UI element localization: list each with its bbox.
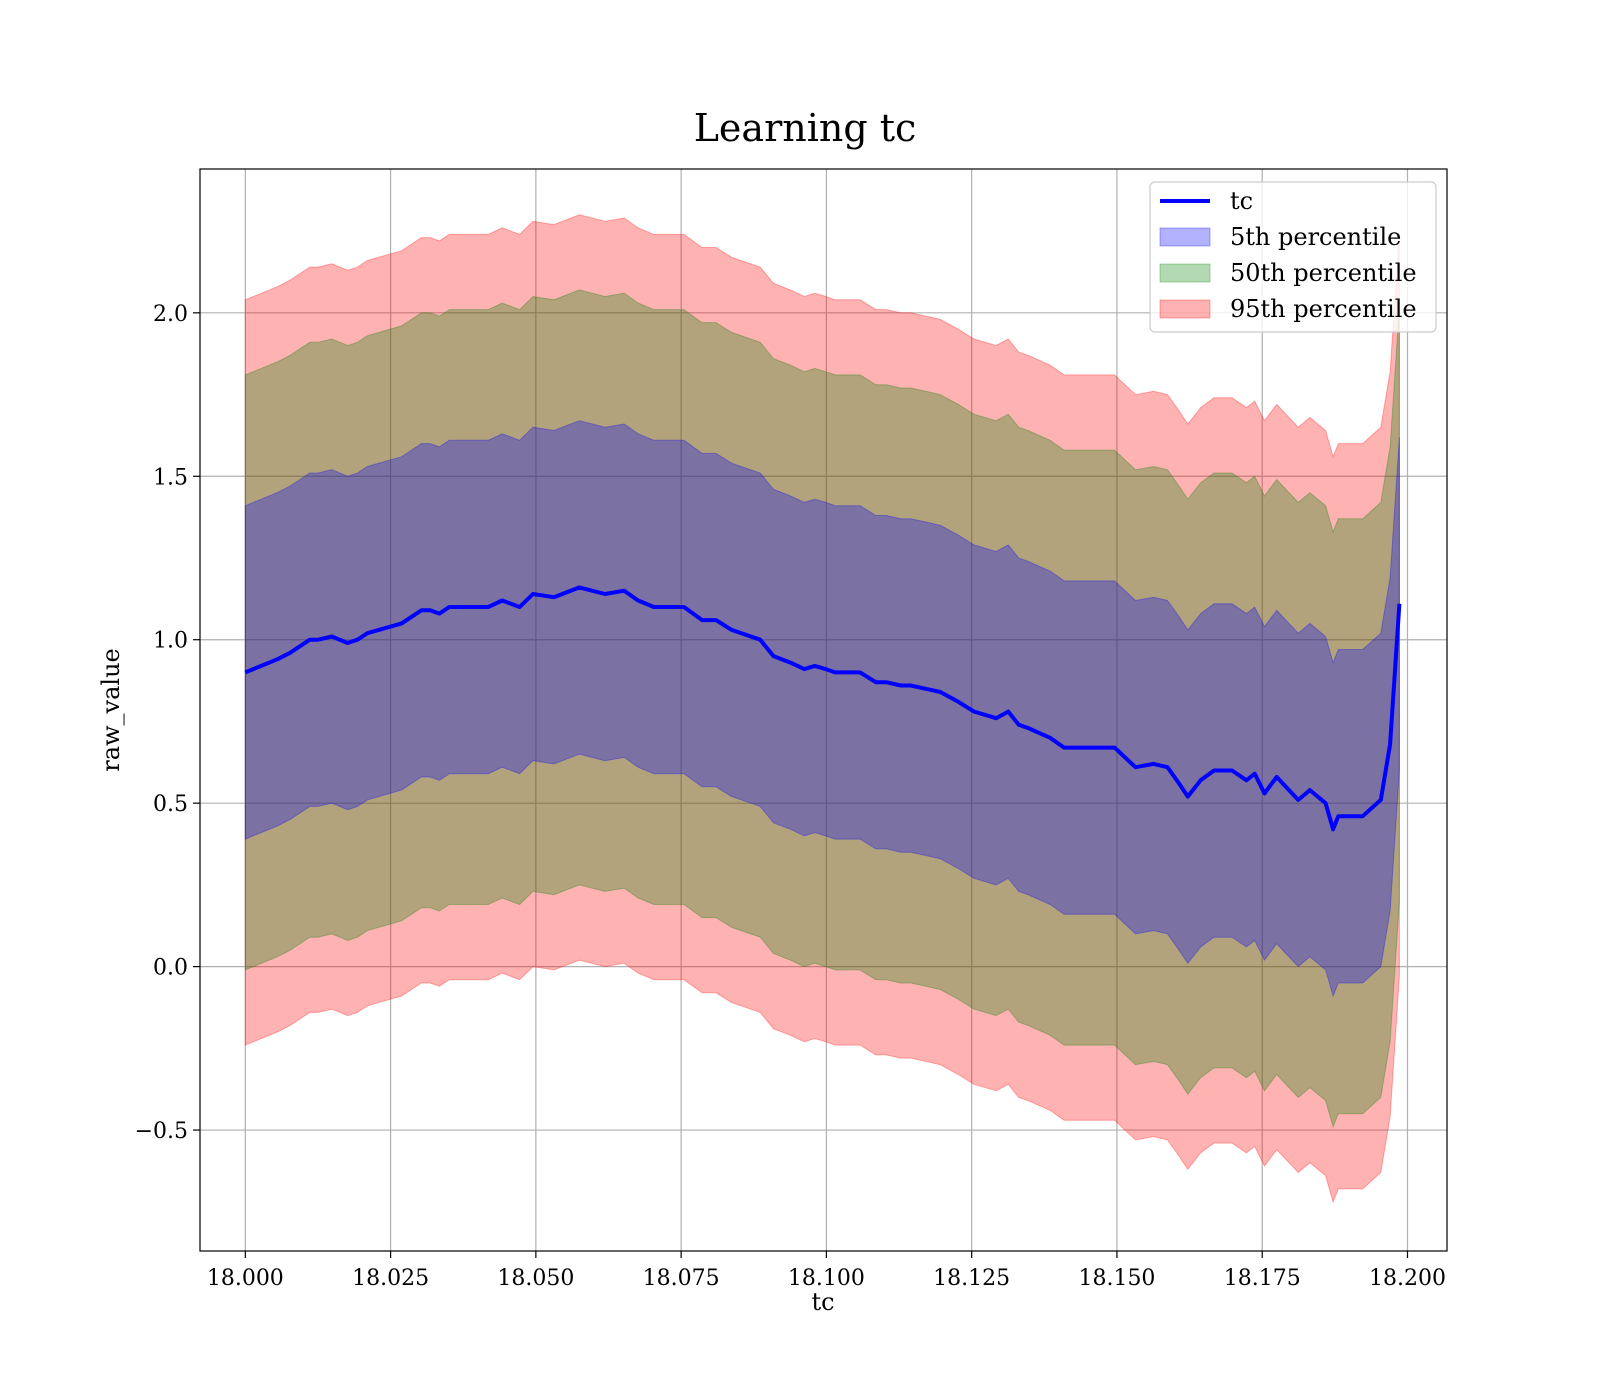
y-ticks: −0.5 0.0 0.5 1.0 1.5 2.0 bbox=[135, 302, 200, 1144]
x-axis-label: tc bbox=[811, 1288, 834, 1316]
y-tick-label: 0.5 bbox=[153, 792, 188, 817]
legend-label: 95th percentile bbox=[1230, 295, 1417, 323]
band-5th-percentile bbox=[244, 420, 1400, 998]
chart-title: Learning tc bbox=[694, 106, 917, 150]
y-tick-label: 2.0 bbox=[153, 302, 188, 327]
legend-swatch-95th-percentile bbox=[1159, 299, 1211, 319]
x-tick-label: 18.200 bbox=[1369, 1266, 1446, 1291]
plot-frame bbox=[199, 168, 1448, 1252]
x-tick-label: 18.050 bbox=[497, 1266, 574, 1291]
x-tick-label: 18.000 bbox=[207, 1266, 284, 1291]
series-line-tc bbox=[244, 585, 1402, 832]
legend-label: 5th percentile bbox=[1230, 223, 1401, 251]
x-tick-label: 18.100 bbox=[788, 1266, 865, 1291]
percentile-bands bbox=[244, 214, 1400, 1204]
legend-swatch-50th-percentile bbox=[1159, 263, 1211, 283]
legend: tc 5th percentile 50th percentile 95th perc… bbox=[1149, 181, 1437, 333]
x-tick-label: 18.075 bbox=[643, 1266, 720, 1291]
x-tick-label: 18.125 bbox=[933, 1266, 1010, 1291]
x-ticks: 18.000 18.025 18.050 18.075 18.100 18.125 18.1… bbox=[207, 1251, 1446, 1291]
band-95th-percentile bbox=[244, 214, 1400, 1204]
series-lines bbox=[244, 585, 1402, 832]
legend-label: 50th percentile bbox=[1230, 259, 1417, 287]
legend-swatch-5th-percentile bbox=[1159, 227, 1211, 247]
legend-label: tc bbox=[1230, 187, 1253, 215]
x-tick-label: 18.025 bbox=[352, 1266, 429, 1291]
y-tick-label: 0.0 bbox=[153, 956, 188, 981]
y-tick-label: −0.5 bbox=[135, 1119, 188, 1144]
legend-frame bbox=[1149, 181, 1437, 333]
x-tick-label: 18.150 bbox=[1078, 1266, 1155, 1291]
x-tick-label: 18.175 bbox=[1224, 1266, 1301, 1291]
y-axis-label: raw_value bbox=[97, 648, 125, 772]
y-tick-label: 1.5 bbox=[153, 465, 188, 490]
band-50th-percentile bbox=[244, 289, 1400, 1129]
y-tick-label: 1.0 bbox=[153, 629, 188, 654]
